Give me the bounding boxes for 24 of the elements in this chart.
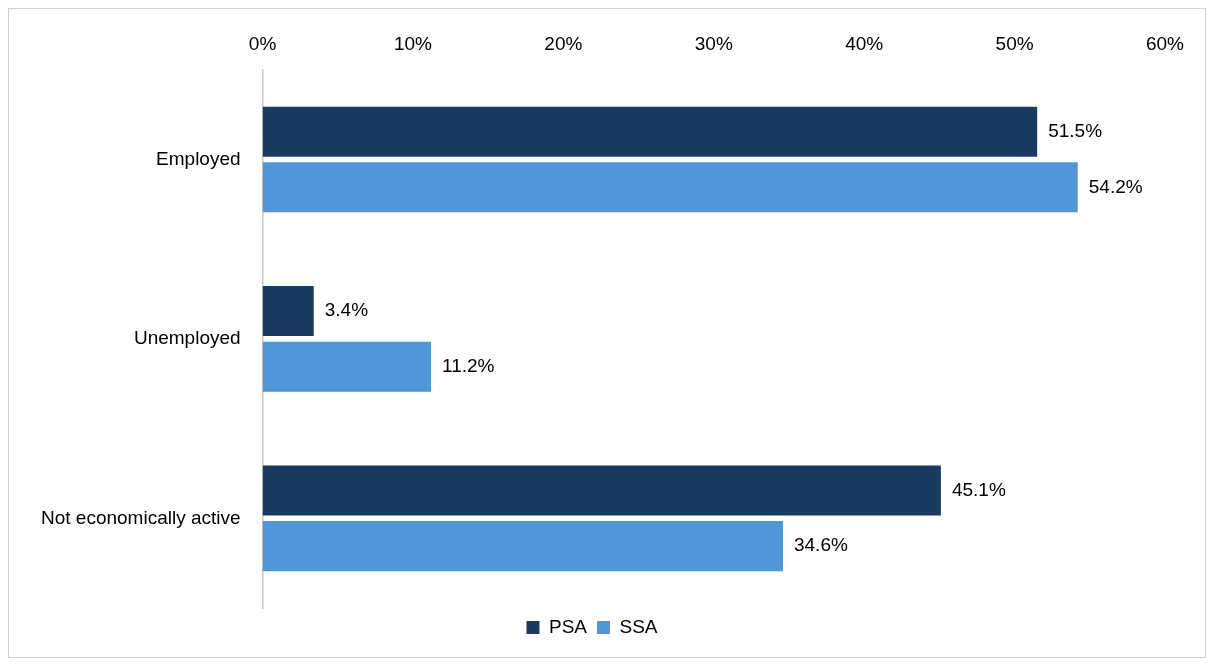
y-tick-label: Unemployed: [133, 327, 241, 349]
x-tick-label: 60%: [1145, 32, 1185, 54]
bar: [262, 465, 941, 516]
data-label: 54.2%: [1088, 175, 1143, 197]
x-tick-label: 20%: [544, 32, 583, 54]
bar: [262, 162, 1078, 213]
data-label: 45.1%: [951, 478, 1006, 500]
legend-label: SSA: [619, 615, 658, 637]
bar: [262, 286, 314, 337]
x-tick-label: 0%: [248, 32, 277, 54]
data-label: 51.5%: [1048, 119, 1103, 141]
bar: [262, 521, 783, 572]
x-tick-label: 50%: [995, 32, 1034, 54]
data-label: 3.4%: [324, 299, 369, 321]
bar: [262, 341, 432, 392]
x-tick-label: 40%: [845, 32, 884, 54]
x-tick-label: 10%: [393, 32, 433, 54]
y-tick-label: Employed: [156, 147, 241, 169]
data-label: 34.6%: [793, 534, 848, 556]
y-tick-label: Not economically active: [40, 506, 241, 528]
legend-label: PSA: [548, 615, 588, 637]
x-tick-label: 30%: [694, 32, 733, 54]
data-label: 11.2%: [442, 354, 495, 376]
bar: [262, 106, 1038, 157]
